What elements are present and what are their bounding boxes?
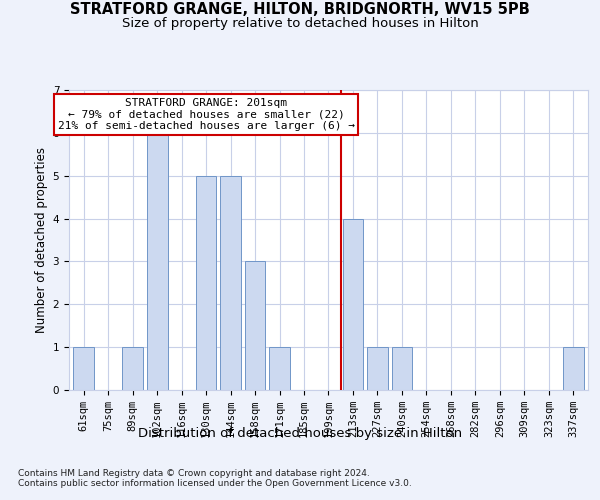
Bar (122, 347, 143, 390)
Text: Size of property relative to detached houses in Hilton: Size of property relative to detached ho… (122, 16, 478, 30)
Bar (147, 133, 167, 390)
Bar (367, 347, 388, 390)
Bar (392, 347, 412, 390)
Bar (563, 347, 584, 390)
Text: STRATFORD GRANGE, HILTON, BRIDGNORTH, WV15 5PB: STRATFORD GRANGE, HILTON, BRIDGNORTH, WV… (70, 2, 530, 18)
Text: STRATFORD GRANGE: 201sqm
← 79% of detached houses are smaller (22)
21% of semi-d: STRATFORD GRANGE: 201sqm ← 79% of detach… (58, 98, 355, 131)
Text: Distribution of detached houses by size in Hilton: Distribution of detached houses by size … (138, 428, 462, 440)
Bar (73, 347, 94, 390)
Bar (196, 176, 217, 390)
Bar (343, 218, 364, 390)
Bar (220, 176, 241, 390)
Bar (269, 347, 290, 390)
Y-axis label: Number of detached properties: Number of detached properties (35, 147, 49, 333)
Text: Contains HM Land Registry data © Crown copyright and database right 2024.
Contai: Contains HM Land Registry data © Crown c… (18, 469, 412, 488)
Bar (245, 262, 265, 390)
